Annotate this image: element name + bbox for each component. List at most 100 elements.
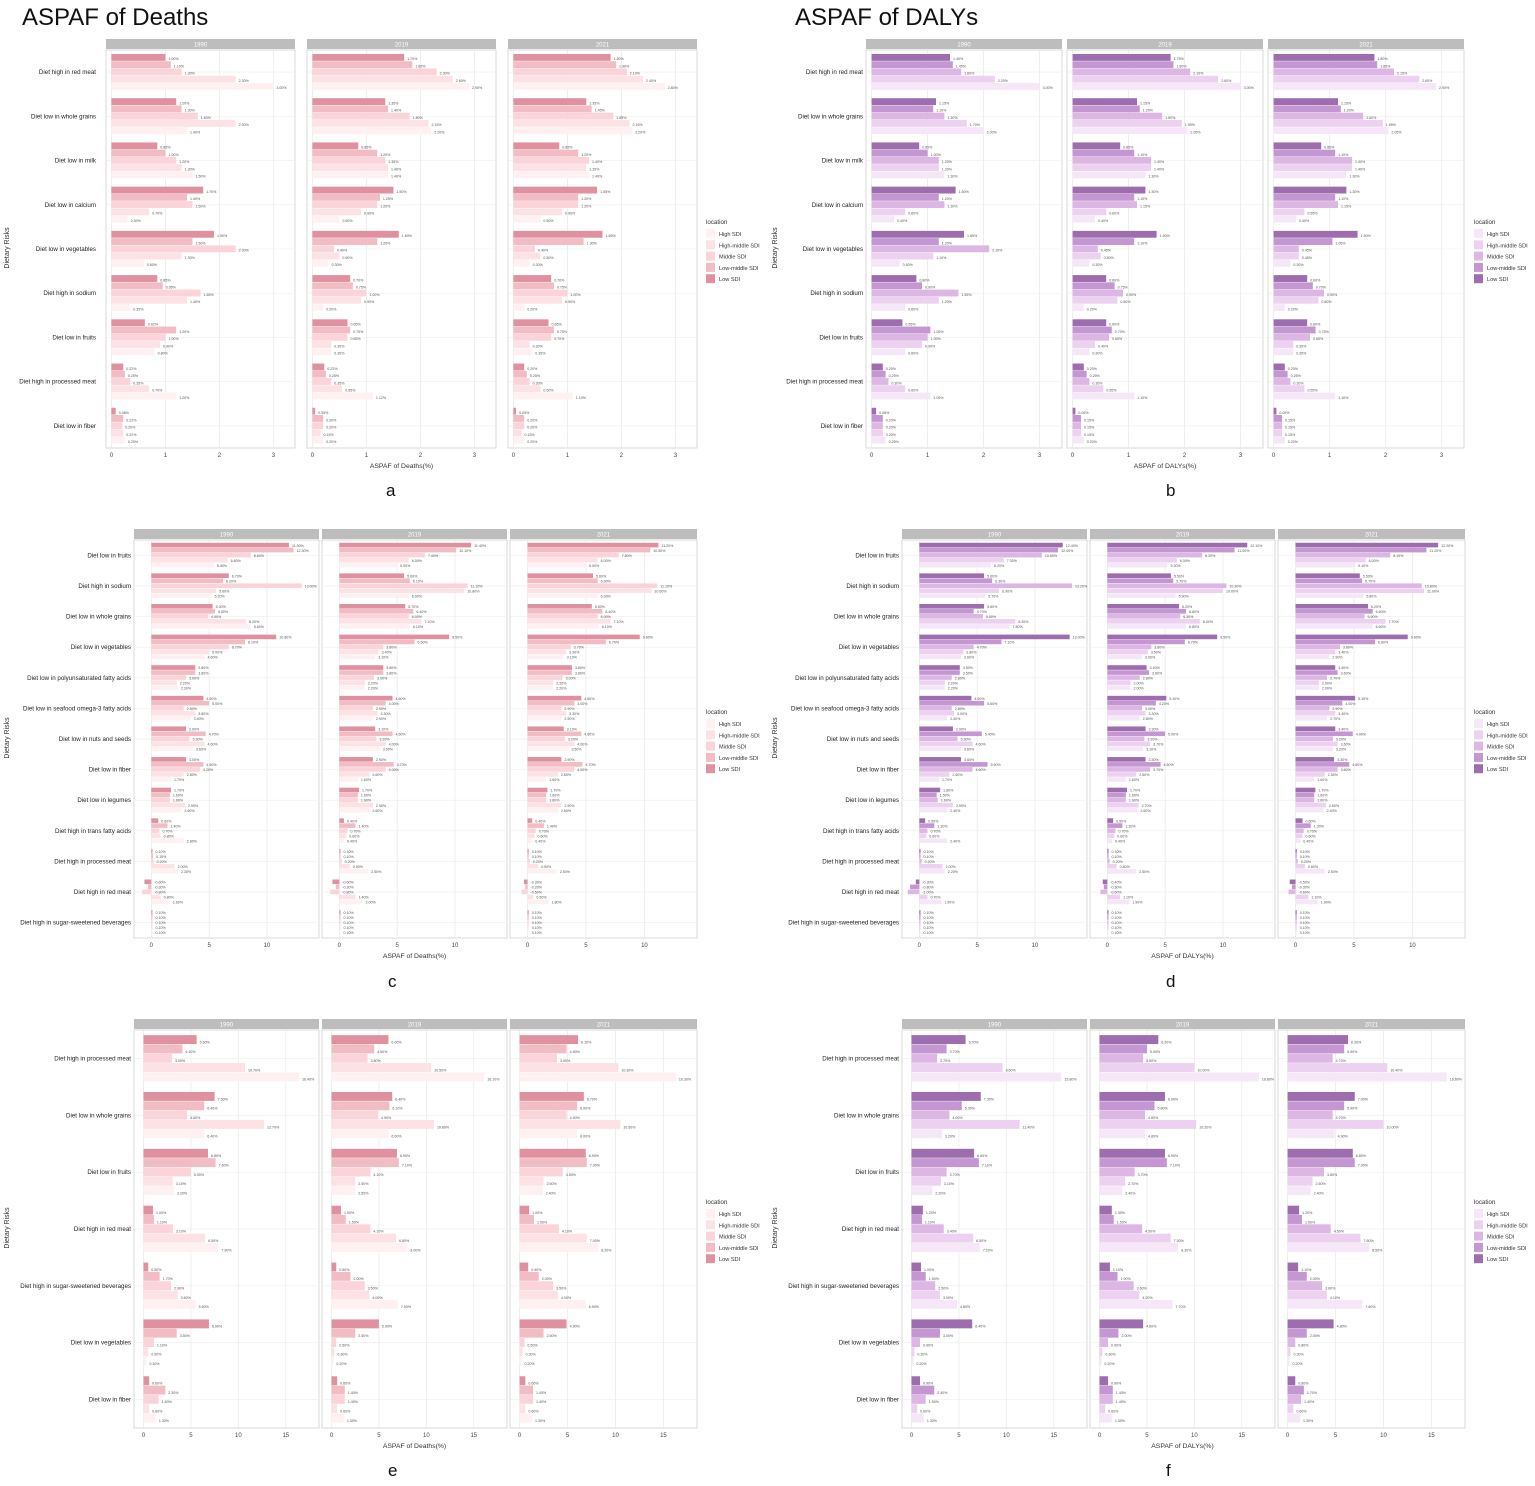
chart-f-bar xyxy=(1099,1215,1114,1224)
chart-d-category-label: Diet low in fruits xyxy=(855,552,899,559)
chart-e-bar-value-label: 16.40% xyxy=(302,1078,315,1082)
chart-c-bar-value-label: -0.30% xyxy=(154,886,166,890)
chart-c-bar xyxy=(339,624,410,629)
chart-e-bar xyxy=(143,1224,173,1234)
chart-a-legend-swatch xyxy=(706,240,715,250)
chart-b-bar-value-label: 0.75% xyxy=(1118,286,1129,290)
chart-e-bar xyxy=(143,1299,196,1309)
chart-a-bar-value-label: 2.30% xyxy=(239,249,250,253)
chart-e-bar xyxy=(519,1044,567,1054)
chart-f-facet-strip xyxy=(1090,1019,1275,1029)
chart-f-category-label: Diet high in processed meat xyxy=(822,1055,899,1062)
chart-d-bar xyxy=(1107,644,1152,650)
chart-d-bar xyxy=(919,665,960,670)
chart-d-bar-value-label: 6.70% xyxy=(1188,641,1199,645)
chart-f-bar-value-label: 1.30% xyxy=(1115,1419,1126,1423)
chart-f-bar-value-label: 6.80% xyxy=(1356,1154,1367,1158)
chart-f-bar xyxy=(1099,1376,1109,1386)
chart-c-bar-value-label: 0.10% xyxy=(344,931,355,935)
chart-a-bar-value-label: 2.15% xyxy=(633,123,644,127)
chart-d-bar xyxy=(1107,920,1109,925)
chart-d-bar xyxy=(1107,634,1218,640)
chart-f-bar-value-label: 5.00% xyxy=(1150,1050,1161,1054)
chart-c-bar xyxy=(151,930,153,935)
chart-c-bar-value-label: 10.60% xyxy=(654,589,667,593)
chart-b-category-label: Diet low in milk xyxy=(822,158,864,165)
chart-d-bar-value-label: 0.10% xyxy=(1300,916,1311,920)
chart-b-bar-value-label: 0.20% xyxy=(1288,367,1299,371)
chart-b-bar xyxy=(1273,341,1294,348)
chart-d-category-label: Diet low in polyunsaturated fatty acids xyxy=(795,675,899,682)
chart-c-bar-value-label: 2.20% xyxy=(556,686,567,690)
chart-f-bar-value-label: 4.70% xyxy=(1336,1116,1347,1120)
chart-b-bar xyxy=(871,238,939,245)
chart-e-bar-value-label: 1.10% xyxy=(157,1343,168,1347)
chart-e-bar-value-label: 0.60% xyxy=(152,1382,163,1386)
chart-d-bar xyxy=(919,777,939,782)
chart-e-bar-value-label: 10.50% xyxy=(623,1125,636,1129)
chart-d-x-tick-label: 5 xyxy=(1163,943,1167,949)
chart-c-bar-value-label: 0.10% xyxy=(344,855,355,859)
chart-c-bar-value-label: 8.20% xyxy=(249,620,260,624)
chart-f-bar-value-label: 4.10% xyxy=(1330,1296,1341,1300)
chart-c-bar-value-label: 7.40% xyxy=(428,554,439,558)
chart-b-bar xyxy=(1072,105,1140,113)
chart-a-bar-value-label: 0.20% xyxy=(527,426,538,430)
chart-f-category-label: Diet low in vegetables xyxy=(839,1340,899,1347)
chart-c-bar xyxy=(339,925,341,930)
chart-d-bar xyxy=(919,848,921,854)
chart-b-bar-value-label: 2.10% xyxy=(1193,72,1204,76)
chart-f-legend-title: location xyxy=(1474,1199,1496,1206)
chart-a-bar-value-label: 0.85% xyxy=(160,278,171,282)
chart-f-bar xyxy=(1287,1186,1311,1196)
chart-f-bar xyxy=(911,1215,922,1224)
chart-c-bar-value-label: 5.00% xyxy=(589,564,600,568)
chart-c-bar xyxy=(339,547,457,553)
chart-c-bar xyxy=(527,802,562,808)
chart-c-bar xyxy=(339,726,376,732)
chart-b-x-tick-label: 3 xyxy=(1038,453,1042,459)
chart-b-x-tick-label: 0 xyxy=(870,453,874,459)
chart-b-bar-value-label: 0.45% xyxy=(1302,256,1313,260)
chart-d-bar xyxy=(1295,777,1315,782)
chart-f-bar-value-label: 16.80% xyxy=(1262,1078,1275,1082)
chart-c-bar-value-label: 6.40% xyxy=(605,610,616,614)
chart-c-bar-value-label: 2.20% xyxy=(556,681,567,685)
chart-e-bar-value-label: 6.90% xyxy=(400,1154,411,1158)
chart-c-bar xyxy=(339,757,373,762)
chart-b-bar xyxy=(1273,149,1336,157)
chart-e-bar xyxy=(519,1215,534,1224)
chart-d-bar xyxy=(1295,736,1333,742)
chart-f-bar-value-label: 0.60% xyxy=(1296,1410,1307,1414)
chart-b-bar xyxy=(1273,215,1296,223)
chart-f-bar xyxy=(1287,1385,1304,1395)
chart-d-bar-value-label: 3.20% xyxy=(1147,738,1158,742)
chart-e-bar xyxy=(143,1338,154,1347)
chart-b-bar-value-label: 0.85% xyxy=(1324,146,1335,150)
chart-c-bar-value-label: 3.40% xyxy=(382,651,393,655)
chart-a-bar xyxy=(513,252,541,260)
chart-d-bar-value-label: 3.50% xyxy=(963,671,974,675)
chart-c-bar xyxy=(339,685,365,690)
chart-c-bar xyxy=(527,680,554,685)
chart-d-bar-value-label: 0.20% xyxy=(925,860,936,864)
chart-a-bar-value-label: 1.20% xyxy=(179,160,190,164)
chart-c-bar xyxy=(151,797,170,803)
chart-a-bar xyxy=(111,259,144,267)
chart-c-bar-value-label: 0.10% xyxy=(532,926,543,930)
chart-f-bar xyxy=(911,1376,921,1386)
chart-c-bar-value-label: 3.00% xyxy=(189,676,200,680)
chart-c-bar xyxy=(151,665,196,670)
chart-c-bar-value-label: 1.40% xyxy=(359,896,370,900)
chart-b-bar-value-label: 1.20% xyxy=(1143,109,1154,113)
chart-b-bar xyxy=(871,53,950,61)
chart-d-bar xyxy=(1100,889,1108,895)
chart-b-bar-value-label: 3.00% xyxy=(1043,86,1054,90)
chart-d-bar xyxy=(1295,792,1315,798)
chart-a-x-tick-label: 2 xyxy=(419,453,423,459)
chart-b-bar-value-label: 1.60% xyxy=(964,72,975,76)
chart-a-bar xyxy=(111,53,166,61)
chart-a-bar xyxy=(111,378,131,385)
chart-d-bar xyxy=(919,802,953,808)
chart-e-bar-value-label: 4.10% xyxy=(185,1050,196,1054)
